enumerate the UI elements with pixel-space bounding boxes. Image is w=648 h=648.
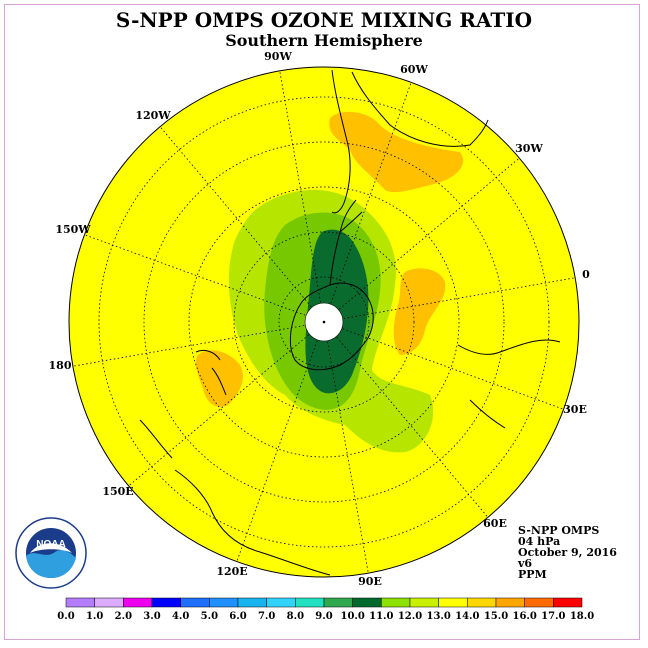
color-scale-tick-label: 11.0 [369, 611, 393, 622]
latitude-circle [143, 141, 505, 503]
antarctic-peninsula-coastline [329, 199, 363, 286]
info-instrument: S-NPP OMPS [518, 524, 600, 537]
color-scale-tick-label: 14.0 [455, 611, 479, 622]
color-scale-ticks: 0.0 1.0 2.0 3.0 4.0 5.0 6.0 7.0 8.0 9.0 10.0 11.0 12… [57, 611, 594, 622]
color-scale-tick-label: 13.0 [426, 611, 450, 622]
coastlines [139, 69, 561, 576]
graticule [72, 70, 576, 574]
lon-label-0: 0 [582, 268, 590, 281]
color-scale-swatch [295, 597, 325, 608]
pole-marker [322, 320, 326, 324]
color-scale-swatch [237, 597, 267, 608]
latitude-circle [278, 276, 370, 368]
south-america-coastline [331, 69, 489, 214]
color-scale-swatch [180, 597, 210, 608]
color-scale-tick-label: 6.0 [229, 611, 246, 622]
color-scale-swatch [409, 597, 439, 608]
lon-label-180: 180 [49, 359, 72, 372]
latitude-circle [98, 96, 550, 548]
lon-label-150w: 150W [55, 223, 91, 236]
color-scale-swatch [266, 597, 296, 608]
color-scale-swatch [352, 597, 382, 608]
map-subtitle: Southern Hemisphere [225, 31, 423, 50]
color-scale-tick-label: 1.0 [86, 611, 103, 622]
color-scale-swatch [209, 597, 239, 608]
ozone-patch-orange-pacific [195, 350, 243, 407]
lon-label-90e: 90E [358, 575, 382, 588]
color-scale-swatch [123, 597, 153, 608]
meridian-line [279, 70, 321, 303]
ozone-patch-orange-south-atlantic [329, 111, 464, 193]
noaa-logo-text: NOAA [36, 539, 65, 550]
color-scale-swatch [467, 597, 497, 608]
lon-label-60e: 60E [483, 517, 507, 530]
meridian-line [159, 126, 312, 307]
info-level: 04 hPa [518, 535, 561, 548]
color-scale-swatch [553, 597, 583, 608]
longitude-labels: 90W 60W 30W 0 30E 60E 90E 120E 150E 180 … [49, 50, 591, 588]
color-scale-tick-label: 18.0 [570, 611, 594, 622]
meridian-line [72, 325, 305, 367]
meridian-line [343, 277, 576, 319]
meridian-line [327, 341, 369, 574]
color-scale-tick-label: 16.0 [512, 611, 536, 622]
info-units: PPM [518, 568, 547, 581]
color-scale-swatch [495, 597, 525, 608]
color-scale-tick-label: 17.0 [541, 611, 565, 622]
lon-label-120w: 120W [135, 109, 171, 122]
meridian-line [330, 82, 412, 304]
meridian-line [128, 334, 309, 487]
map-boundary [68, 66, 580, 578]
latitude-circle [233, 231, 415, 413]
color-scale-tick-label: 0.0 [57, 611, 74, 622]
color-scale-tick-label: 4.0 [172, 611, 189, 622]
lon-label-30e: 30E [563, 403, 587, 416]
latitude-circle [188, 186, 460, 458]
australia-coastline [139, 419, 331, 576]
color-scale-swatch [94, 597, 124, 608]
antarctica-coastline [289, 282, 374, 371]
info-version: v6 [518, 557, 533, 570]
color-scale-tick-label: 8.0 [287, 611, 304, 622]
color-scale-swatch [381, 597, 411, 608]
ozone-patch-orange-indian [393, 268, 446, 355]
color-scale-tick-label: 3.0 [143, 611, 160, 622]
color-scale-tick-label: 10.0 [340, 611, 364, 622]
lon-label-90w: 90W [264, 50, 292, 63]
color-scale-swatch [438, 597, 468, 608]
meridian-line [339, 157, 520, 310]
lon-label-120e: 120E [216, 565, 247, 578]
noaa-logo: NOAA [15, 517, 87, 589]
color-scale-swatch [65, 597, 95, 608]
africa-coastline [457, 339, 561, 429]
info-date: October 9, 2016 [518, 546, 617, 559]
color-scale-tick-label: 2.0 [115, 611, 132, 622]
map-title: S-NPP OMPS OZONE MIXING RATIO [115, 8, 533, 32]
color-scale-bar [65, 597, 583, 608]
figure-frame [4, 4, 640, 640]
map-field [69, 67, 579, 577]
color-scale-tick-label: 5.0 [201, 611, 218, 622]
lon-label-30w: 30W [515, 142, 543, 155]
color-scale-swatch [151, 597, 181, 608]
lon-label-150e: 150E [102, 485, 133, 498]
color-scale-tick-label: 15.0 [484, 611, 508, 622]
lon-label-60w: 60W [400, 63, 428, 76]
info-block: S-NPP OMPS 04 hPa October 9, 2016 v6 PPM [518, 525, 617, 580]
color-scale-swatch [524, 597, 554, 608]
color-scale-swatch [323, 597, 353, 608]
meridian-line [84, 234, 306, 316]
color-scale-tick-label: 7.0 [258, 611, 275, 622]
color-scale-tick-label: 9.0 [315, 611, 332, 622]
meridian-line [336, 337, 489, 518]
new-zealand-coastline [195, 349, 227, 396]
color-scale-tick-label: 12.0 [398, 611, 422, 622]
